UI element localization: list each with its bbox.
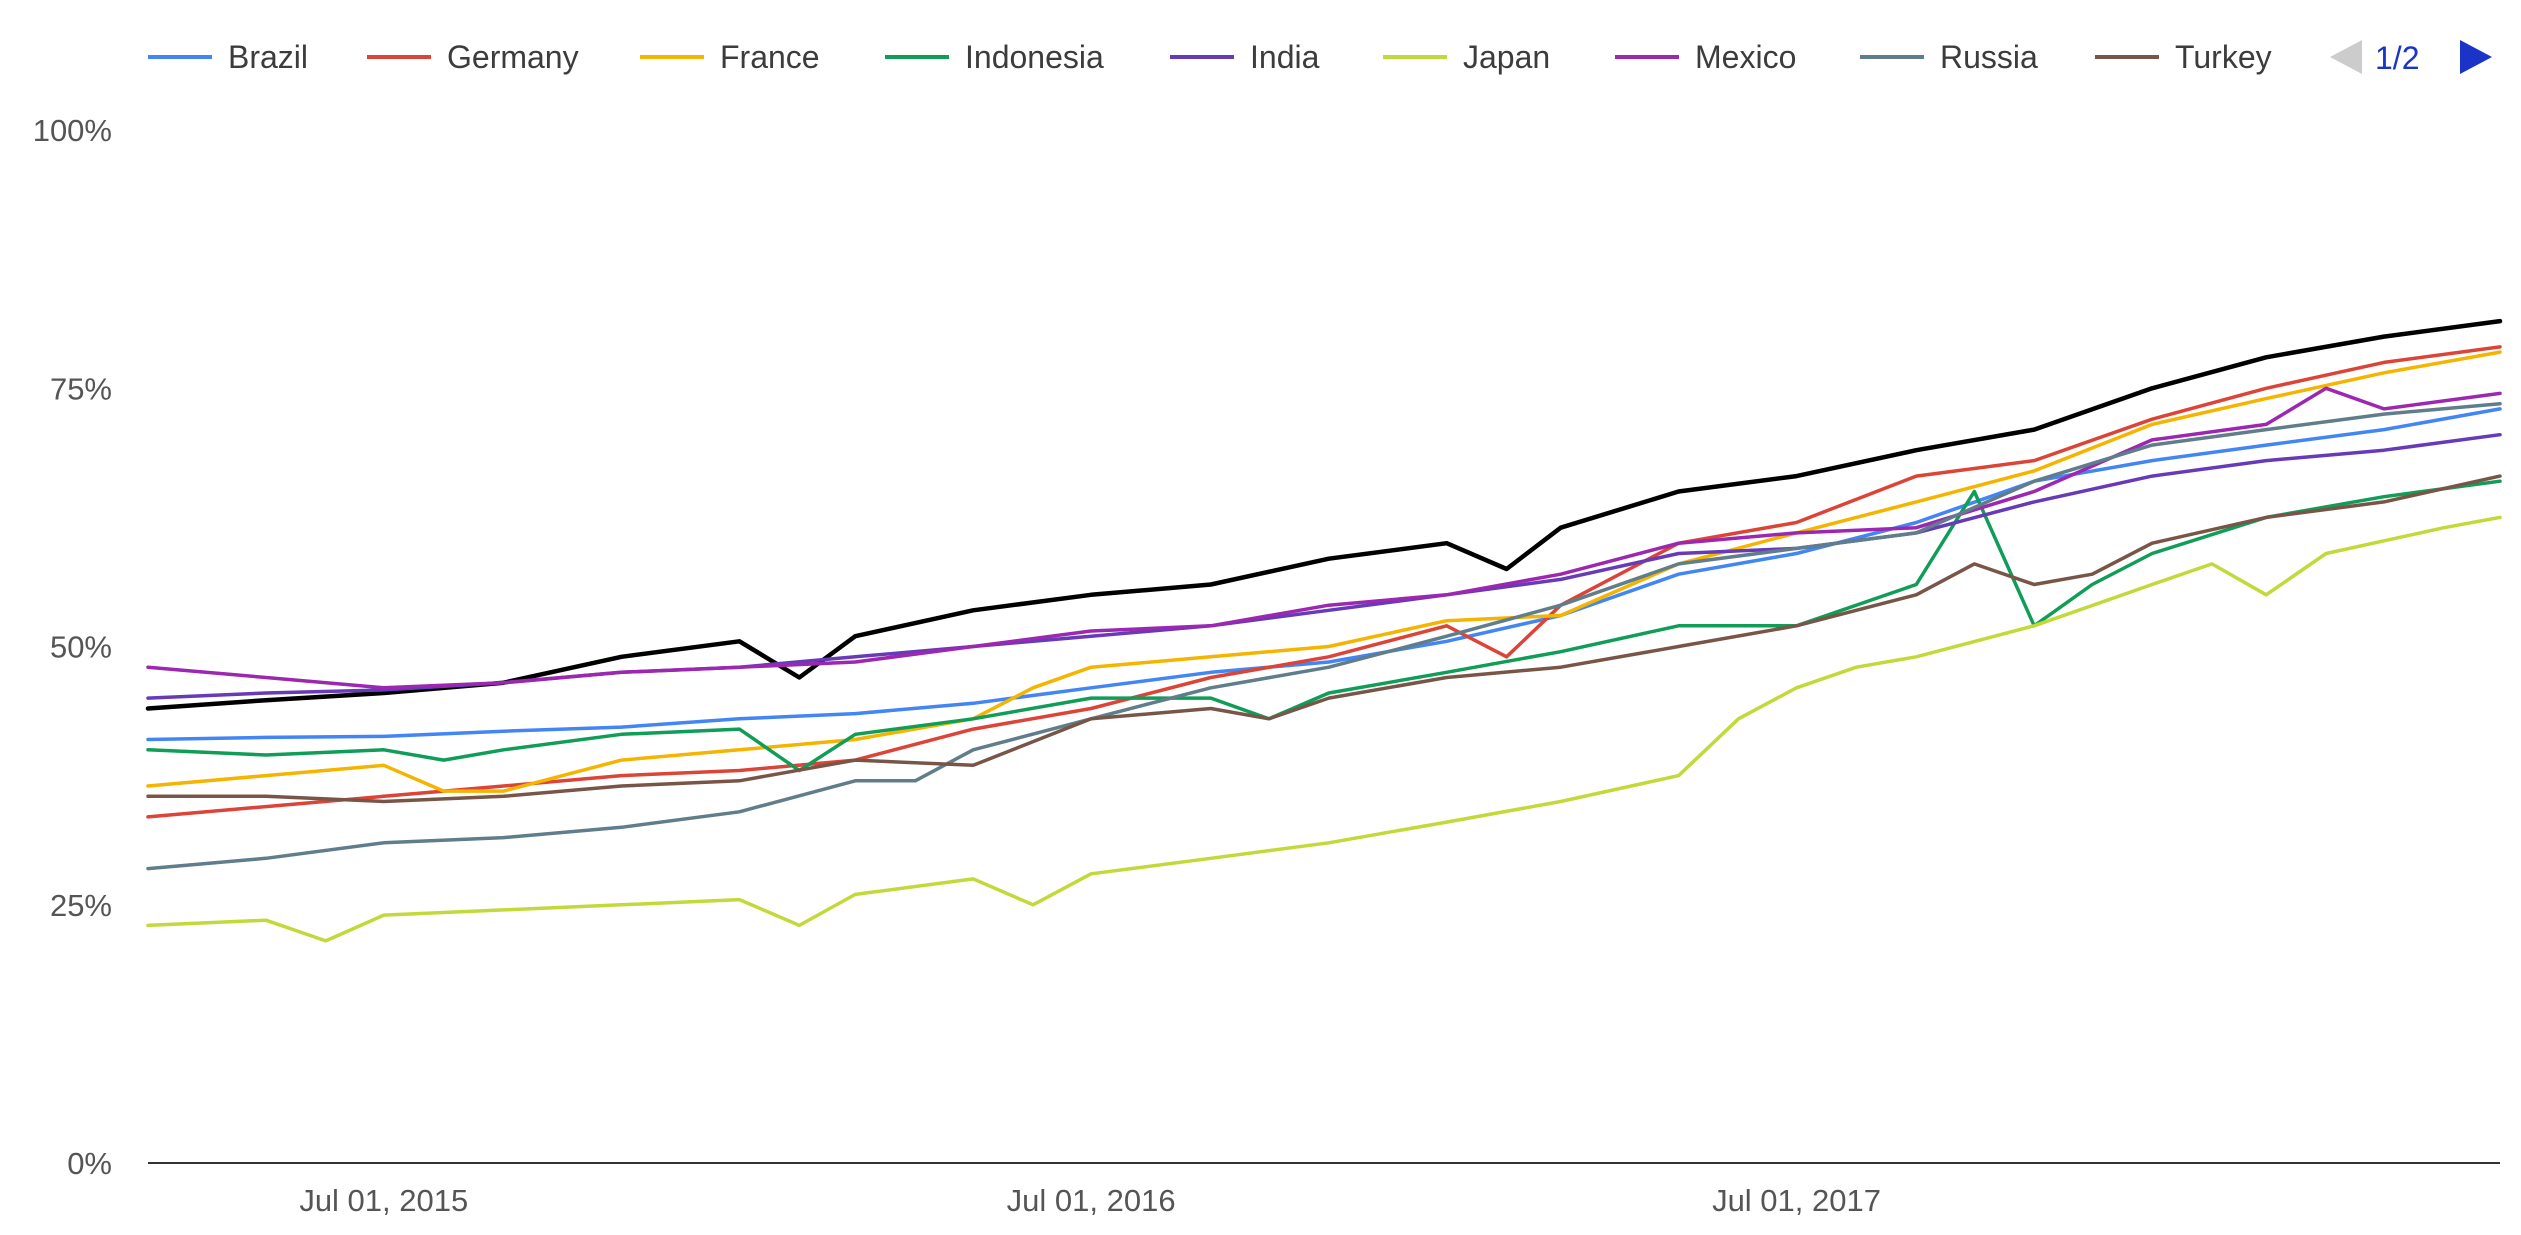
- legend-label: India: [1250, 39, 1320, 75]
- y-tick-label: 0%: [67, 1146, 112, 1181]
- legend-pager: 1/2: [2330, 40, 2492, 76]
- y-tick-label: 75%: [50, 371, 112, 406]
- plot-area: [145, 318, 2503, 943]
- legend-label: Germany: [447, 39, 579, 75]
- legend-label: Russia: [1940, 39, 2038, 75]
- legend-item-india[interactable]: India: [1170, 39, 1320, 75]
- y-tick-label: 50%: [50, 630, 112, 665]
- series-line-france: [146, 350, 2502, 793]
- x-tick-label: Jul 01, 2016: [1007, 1183, 1176, 1218]
- legend-label: Turkey: [2175, 39, 2272, 75]
- series-line-unlabeled: [145, 318, 2503, 711]
- legend-item-indonesia[interactable]: Indonesia: [885, 39, 1104, 75]
- series-line-indonesia: [146, 479, 2502, 773]
- legend-label: Brazil: [228, 39, 308, 75]
- legend: Brazil Germany France Indonesia India Japan Me…: [148, 39, 2272, 75]
- legend-label: Mexico: [1695, 39, 1796, 75]
- series-line-russia: [146, 401, 2502, 871]
- y-tick-label: 100%: [33, 113, 112, 148]
- y-axis: 0% 25% 50% 75% 100%: [33, 113, 112, 1181]
- legend-item-brazil[interactable]: Brazil: [148, 39, 308, 75]
- legend-label: Indonesia: [965, 39, 1104, 75]
- legend-page-indicator: 1/2: [2375, 40, 2419, 76]
- y-tick-label: 25%: [50, 888, 112, 923]
- legend-label: Japan: [1463, 39, 1550, 75]
- x-tick-label: Jul 01, 2015: [299, 1183, 468, 1218]
- legend-item-turkey[interactable]: Turkey: [2095, 39, 2272, 75]
- legend-item-japan[interactable]: Japan: [1383, 39, 1550, 75]
- previous-page-icon[interactable]: [2330, 40, 2362, 74]
- series-line-mexico: [146, 386, 2502, 690]
- series-line-germany: [146, 345, 2502, 819]
- x-tick-label: Jul 01, 2017: [1712, 1183, 1881, 1218]
- series-line-japan: [146, 515, 2502, 943]
- legend-item-russia[interactable]: Russia: [1860, 39, 2038, 75]
- legend-label: France: [720, 39, 820, 75]
- x-axis: Jul 01, 2015 Jul 01, 2016 Jul 01, 2017: [148, 1162, 2500, 1218]
- series-line-brazil: [146, 407, 2502, 742]
- legend-item-mexico[interactable]: Mexico: [1615, 39, 1796, 75]
- legend-item-france[interactable]: France: [640, 39, 820, 75]
- next-page-icon[interactable]: [2460, 40, 2492, 74]
- legend-item-germany[interactable]: Germany: [367, 39, 579, 75]
- series-line-turkey: [146, 474, 2502, 804]
